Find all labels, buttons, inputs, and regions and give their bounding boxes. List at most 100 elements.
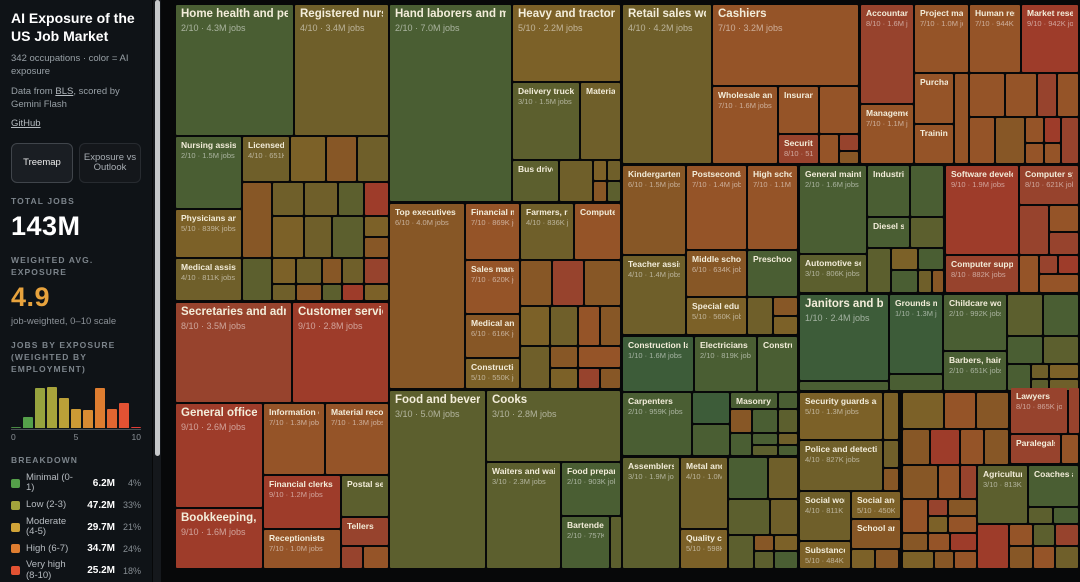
tile-industrial[interactable]: Industrial xyxy=(868,166,909,216)
treemap-tile[interactable] xyxy=(585,261,620,305)
treemap-tile[interactable] xyxy=(890,375,942,390)
treemap-tile[interactable] xyxy=(594,182,606,201)
tile-social-and-h[interactable]: Social and h5/10 · 450K jobs xyxy=(852,492,900,518)
tile-food-preparatio[interactable]: Food preparatio2/10 · 903K jobs xyxy=(562,463,620,515)
tile-bus-driver[interactable]: Bus driver xyxy=(513,161,558,201)
treemap-tile[interactable] xyxy=(876,550,898,568)
treemap-tile[interactable] xyxy=(551,347,577,367)
treemap-tile[interactable] xyxy=(755,536,773,550)
treemap-tile[interactable] xyxy=(1062,435,1078,463)
treemap-tile[interactable] xyxy=(775,536,797,550)
treemap-tile[interactable] xyxy=(1045,144,1060,163)
tile-financial-clerks[interactable]: Financial clerks 9/10 · 1.2M jobs xyxy=(264,476,340,528)
tile-coaches-a[interactable]: Coaches a xyxy=(1029,466,1078,506)
tile-barbers-hairsty[interactable]: Barbers, hairsty2/10 · 651K jobs xyxy=(944,352,1006,390)
treemap-tile[interactable] xyxy=(996,118,1024,163)
tile-police-and-detecti[interactable]: Police and detecti 4/10 · 827K jobs xyxy=(800,441,882,490)
treemap-tile[interactable] xyxy=(579,369,599,388)
treemap-tile[interactable] xyxy=(273,217,303,257)
tile-general-office-clerk[interactable]: General office clerk 9/10 · 2.6M jobs xyxy=(176,404,262,507)
tile-physicians-and-su[interactable]: Physicians and su5/10 · 839K jobs xyxy=(176,210,241,257)
treemap-tile[interactable] xyxy=(1032,365,1048,378)
breakdown-row[interactable]: Moderate (4-5) 29.7M 21% xyxy=(11,516,141,538)
treemap-tile[interactable] xyxy=(955,552,976,568)
treemap-tile[interactable] xyxy=(291,137,325,181)
treemap-tile[interactable] xyxy=(774,317,797,334)
treemap-tile[interactable] xyxy=(560,161,592,201)
treemap-tile[interactable] xyxy=(978,525,1008,568)
tile-carpenters[interactable]: Carpenters 2/10 · 959K jobs xyxy=(623,393,691,455)
treemap-tile[interactable] xyxy=(1054,508,1078,523)
tile-wholesale-and-ma[interactable]: Wholesale and ma7/10 · 1.6M jobs xyxy=(713,87,777,163)
treemap-tile[interactable] xyxy=(365,183,388,215)
treemap-tile[interactable] xyxy=(1020,206,1048,254)
tile-waiters-and-waitre[interactable]: Waiters and waitre3/10 · 2.3M jobs xyxy=(487,463,560,568)
treemap-tile[interactable] xyxy=(243,259,271,300)
treemap-tile[interactable] xyxy=(970,74,1004,116)
treemap-tile[interactable] xyxy=(364,547,388,568)
treemap-tile[interactable] xyxy=(1045,118,1060,142)
tile-construct[interactable]: Construct xyxy=(758,337,797,391)
treemap-tile[interactable] xyxy=(608,182,620,201)
treemap-tile[interactable] xyxy=(961,430,983,464)
tile-preschool-t[interactable]: Preschool t xyxy=(748,251,797,296)
tile-computer[interactable]: Computer xyxy=(575,204,620,259)
treemap-tile[interactable] xyxy=(1069,388,1079,433)
tile-farmers-ranc[interactable]: Farmers, ranc4/10 · 836K jobs xyxy=(521,204,573,259)
treemap-tile[interactable] xyxy=(1044,337,1078,363)
treemap-tile[interactable] xyxy=(579,347,620,367)
treemap-tile[interactable] xyxy=(779,410,797,432)
treemap-tile[interactable] xyxy=(933,271,943,292)
treemap-tile[interactable] xyxy=(273,259,295,283)
treemap-tile[interactable] xyxy=(929,500,947,515)
treemap-tile[interactable] xyxy=(949,517,976,532)
tile-retail-sales-workers[interactable]: Retail sales workers 4/10 · 4.2M jobs xyxy=(623,5,711,163)
tile-secretaries-and-adminis[interactable]: Secretaries and adminis 8/10 · 3.5M jobs xyxy=(176,303,291,402)
treemap-tile[interactable] xyxy=(731,410,751,432)
treemap-tile[interactable] xyxy=(729,458,767,498)
treemap-tile[interactable] xyxy=(919,249,943,269)
treemap-tile[interactable] xyxy=(769,458,797,498)
treemap-tile[interactable] xyxy=(970,118,994,163)
treemap-tile[interactable] xyxy=(323,285,341,300)
treemap-tile[interactable] xyxy=(729,500,769,534)
treemap-tile[interactable] xyxy=(273,183,303,215)
tile-cashiers[interactable]: Cashiers 7/10 · 3.2M jobs xyxy=(713,5,858,85)
treemap-tile[interactable] xyxy=(365,259,388,283)
treemap-tile[interactable] xyxy=(977,393,1008,428)
treemap-tile[interactable] xyxy=(601,369,620,388)
tile-bartenders[interactable]: Bartenders2/10 · 757K jobs xyxy=(562,517,609,568)
tile-electricians[interactable]: Electricians 2/10 · 819K jobs xyxy=(695,337,756,391)
tile-receptionists[interactable]: Receptionists 7/10 · 1.0M jobs xyxy=(264,530,340,568)
tile-bookkeeping-acco[interactable]: Bookkeeping, acco 9/10 · 1.6M jobs xyxy=(176,509,262,568)
treemap-tile[interactable] xyxy=(774,298,797,315)
treemap-tile[interactable] xyxy=(931,430,959,464)
tab-treemap[interactable]: Treemap xyxy=(11,143,73,184)
treemap-tile[interactable] xyxy=(1032,380,1048,390)
treemap-tile[interactable] xyxy=(903,534,927,550)
tile-home-health-and-person[interactable]: Home health and person 2/10 · 4.3M jobs xyxy=(176,5,293,135)
treemap-tile[interactable] xyxy=(1006,74,1036,116)
treemap-tile[interactable] xyxy=(935,552,953,568)
treemap-tile[interactable] xyxy=(939,466,959,498)
treemap-tile[interactable] xyxy=(1008,337,1042,363)
treemap-tile[interactable] xyxy=(1040,275,1078,292)
treemap-tile[interactable] xyxy=(1050,206,1078,231)
tile-construction-labor[interactable]: Construction labor1/10 · 1.6M jobs xyxy=(623,337,693,391)
tile-hand-laborers-and-mater[interactable]: Hand laborers and mater 2/10 · 7.0M jobs xyxy=(390,5,511,201)
treemap-tile[interactable] xyxy=(339,183,363,215)
treemap-tile[interactable] xyxy=(521,307,549,345)
tile-management-a[interactable]: Management a7/10 · 1.1M jobs xyxy=(861,105,913,163)
treemap-tile[interactable] xyxy=(1010,547,1032,568)
treemap-tile[interactable] xyxy=(553,261,583,305)
treemap-tile[interactable] xyxy=(1044,295,1078,335)
treemap-tile[interactable] xyxy=(852,550,874,568)
tile-accountants-ar[interactable]: Accountants ar8/10 · 1.6M jobs xyxy=(861,5,913,103)
tile-purchasin[interactable]: Purchasin xyxy=(915,74,953,123)
tile-licensed-pra[interactable]: Licensed pra4/10 · 651K jobs xyxy=(243,137,289,181)
tile-quality-cont[interactable]: Quality cont5/10 · 598K jobs xyxy=(681,530,727,568)
treemap-tile[interactable] xyxy=(929,534,949,550)
bls-link[interactable]: BLS xyxy=(55,85,74,97)
